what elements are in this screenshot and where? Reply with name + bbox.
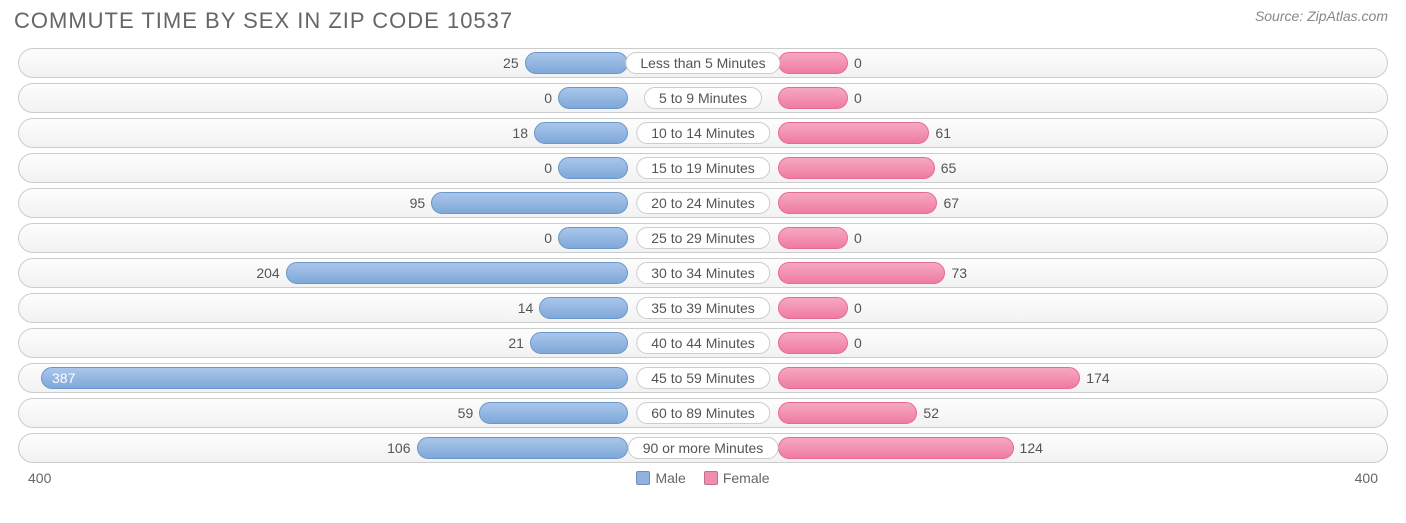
chart-title: COMMUTE TIME BY SEX IN ZIP CODE 10537 [14, 8, 513, 34]
male-bar [558, 227, 628, 249]
female-bar [778, 402, 917, 424]
male-bar [286, 262, 628, 284]
chart-row: 204 73 30 to 34 Minutes [18, 258, 1388, 288]
female-bar [778, 262, 945, 284]
male-value: 387 [52, 364, 75, 392]
female-value: 0 [854, 329, 862, 357]
category-label: 5 to 9 Minutes [644, 87, 762, 109]
female-bar [778, 297, 848, 319]
category-label: 45 to 59 Minutes [636, 367, 770, 389]
male-bar [479, 402, 628, 424]
chart-row: 25 0 Less than 5 Minutes [18, 48, 1388, 78]
chart-header: COMMUTE TIME BY SEX IN ZIP CODE 10537 So… [0, 0, 1406, 38]
chart-row: 18 61 10 to 14 Minutes [18, 118, 1388, 148]
legend-male-label: Male [655, 470, 685, 486]
female-value: 0 [854, 224, 862, 252]
male-bar [431, 192, 628, 214]
legend-item-male: Male [636, 470, 685, 486]
female-value: 73 [951, 259, 967, 287]
axis-row: 400 Male Female 400 [18, 468, 1388, 486]
female-bar [778, 52, 848, 74]
female-bar [778, 437, 1014, 459]
axis-left-label: 400 [28, 470, 51, 486]
category-label: 60 to 89 Minutes [636, 402, 770, 424]
chart-area: 25 0 Less than 5 Minutes 0 0 5 to 9 Minutes 18… [0, 38, 1406, 486]
male-value: 204 [256, 259, 279, 287]
axis-right-label: 400 [1355, 470, 1378, 486]
male-value: 21 [508, 329, 524, 357]
female-value: 174 [1086, 364, 1109, 392]
category-label: 15 to 19 Minutes [636, 157, 770, 179]
female-value: 0 [854, 84, 862, 112]
male-bar [525, 52, 628, 74]
category-label: 90 or more Minutes [628, 437, 779, 459]
female-bar [778, 227, 848, 249]
male-value: 95 [410, 189, 426, 217]
male-bar [534, 122, 628, 144]
male-value: 59 [458, 399, 474, 427]
category-label: 10 to 14 Minutes [636, 122, 770, 144]
male-value: 0 [544, 154, 552, 182]
male-bar [417, 437, 629, 459]
female-bar [778, 122, 929, 144]
male-bar [558, 87, 628, 109]
legend-item-female: Female [704, 470, 770, 486]
legend: Male Female [636, 470, 769, 486]
male-value: 25 [503, 49, 519, 77]
female-value: 0 [854, 294, 862, 322]
female-value: 52 [923, 399, 939, 427]
chart-row: 21 0 40 to 44 Minutes [18, 328, 1388, 358]
female-value: 67 [943, 189, 959, 217]
female-value: 61 [935, 119, 951, 147]
chart-row: 106 124 90 or more Minutes [18, 433, 1388, 463]
male-swatch-icon [636, 471, 650, 485]
category-label: 40 to 44 Minutes [636, 332, 770, 354]
chart-row: 0 0 25 to 29 Minutes [18, 223, 1388, 253]
male-bar [41, 367, 628, 389]
female-bar [778, 332, 848, 354]
male-value: 14 [518, 294, 534, 322]
female-bar [778, 367, 1080, 389]
male-value: 0 [544, 84, 552, 112]
male-bar [558, 157, 628, 179]
female-value: 65 [941, 154, 957, 182]
female-bar [778, 87, 848, 109]
category-label: Less than 5 Minutes [625, 52, 780, 74]
chart-row: 387 174 45 to 59 Minutes [18, 363, 1388, 393]
male-bar [539, 297, 628, 319]
chart-row: 14 0 35 to 39 Minutes [18, 293, 1388, 323]
chart-row: 59 52 60 to 89 Minutes [18, 398, 1388, 428]
male-value: 106 [387, 434, 410, 462]
female-swatch-icon [704, 471, 718, 485]
category-label: 20 to 24 Minutes [636, 192, 770, 214]
category-label: 25 to 29 Minutes [636, 227, 770, 249]
category-label: 30 to 34 Minutes [636, 262, 770, 284]
chart-row: 0 0 5 to 9 Minutes [18, 83, 1388, 113]
female-bar [778, 192, 937, 214]
chart-source: Source: ZipAtlas.com [1255, 8, 1388, 24]
legend-female-label: Female [723, 470, 770, 486]
chart-row: 0 65 15 to 19 Minutes [18, 153, 1388, 183]
male-value: 0 [544, 224, 552, 252]
female-value: 0 [854, 49, 862, 77]
female-value: 124 [1020, 434, 1043, 462]
chart-row: 95 67 20 to 24 Minutes [18, 188, 1388, 218]
male-value: 18 [512, 119, 528, 147]
male-bar [530, 332, 628, 354]
female-bar [778, 157, 935, 179]
category-label: 35 to 39 Minutes [636, 297, 770, 319]
